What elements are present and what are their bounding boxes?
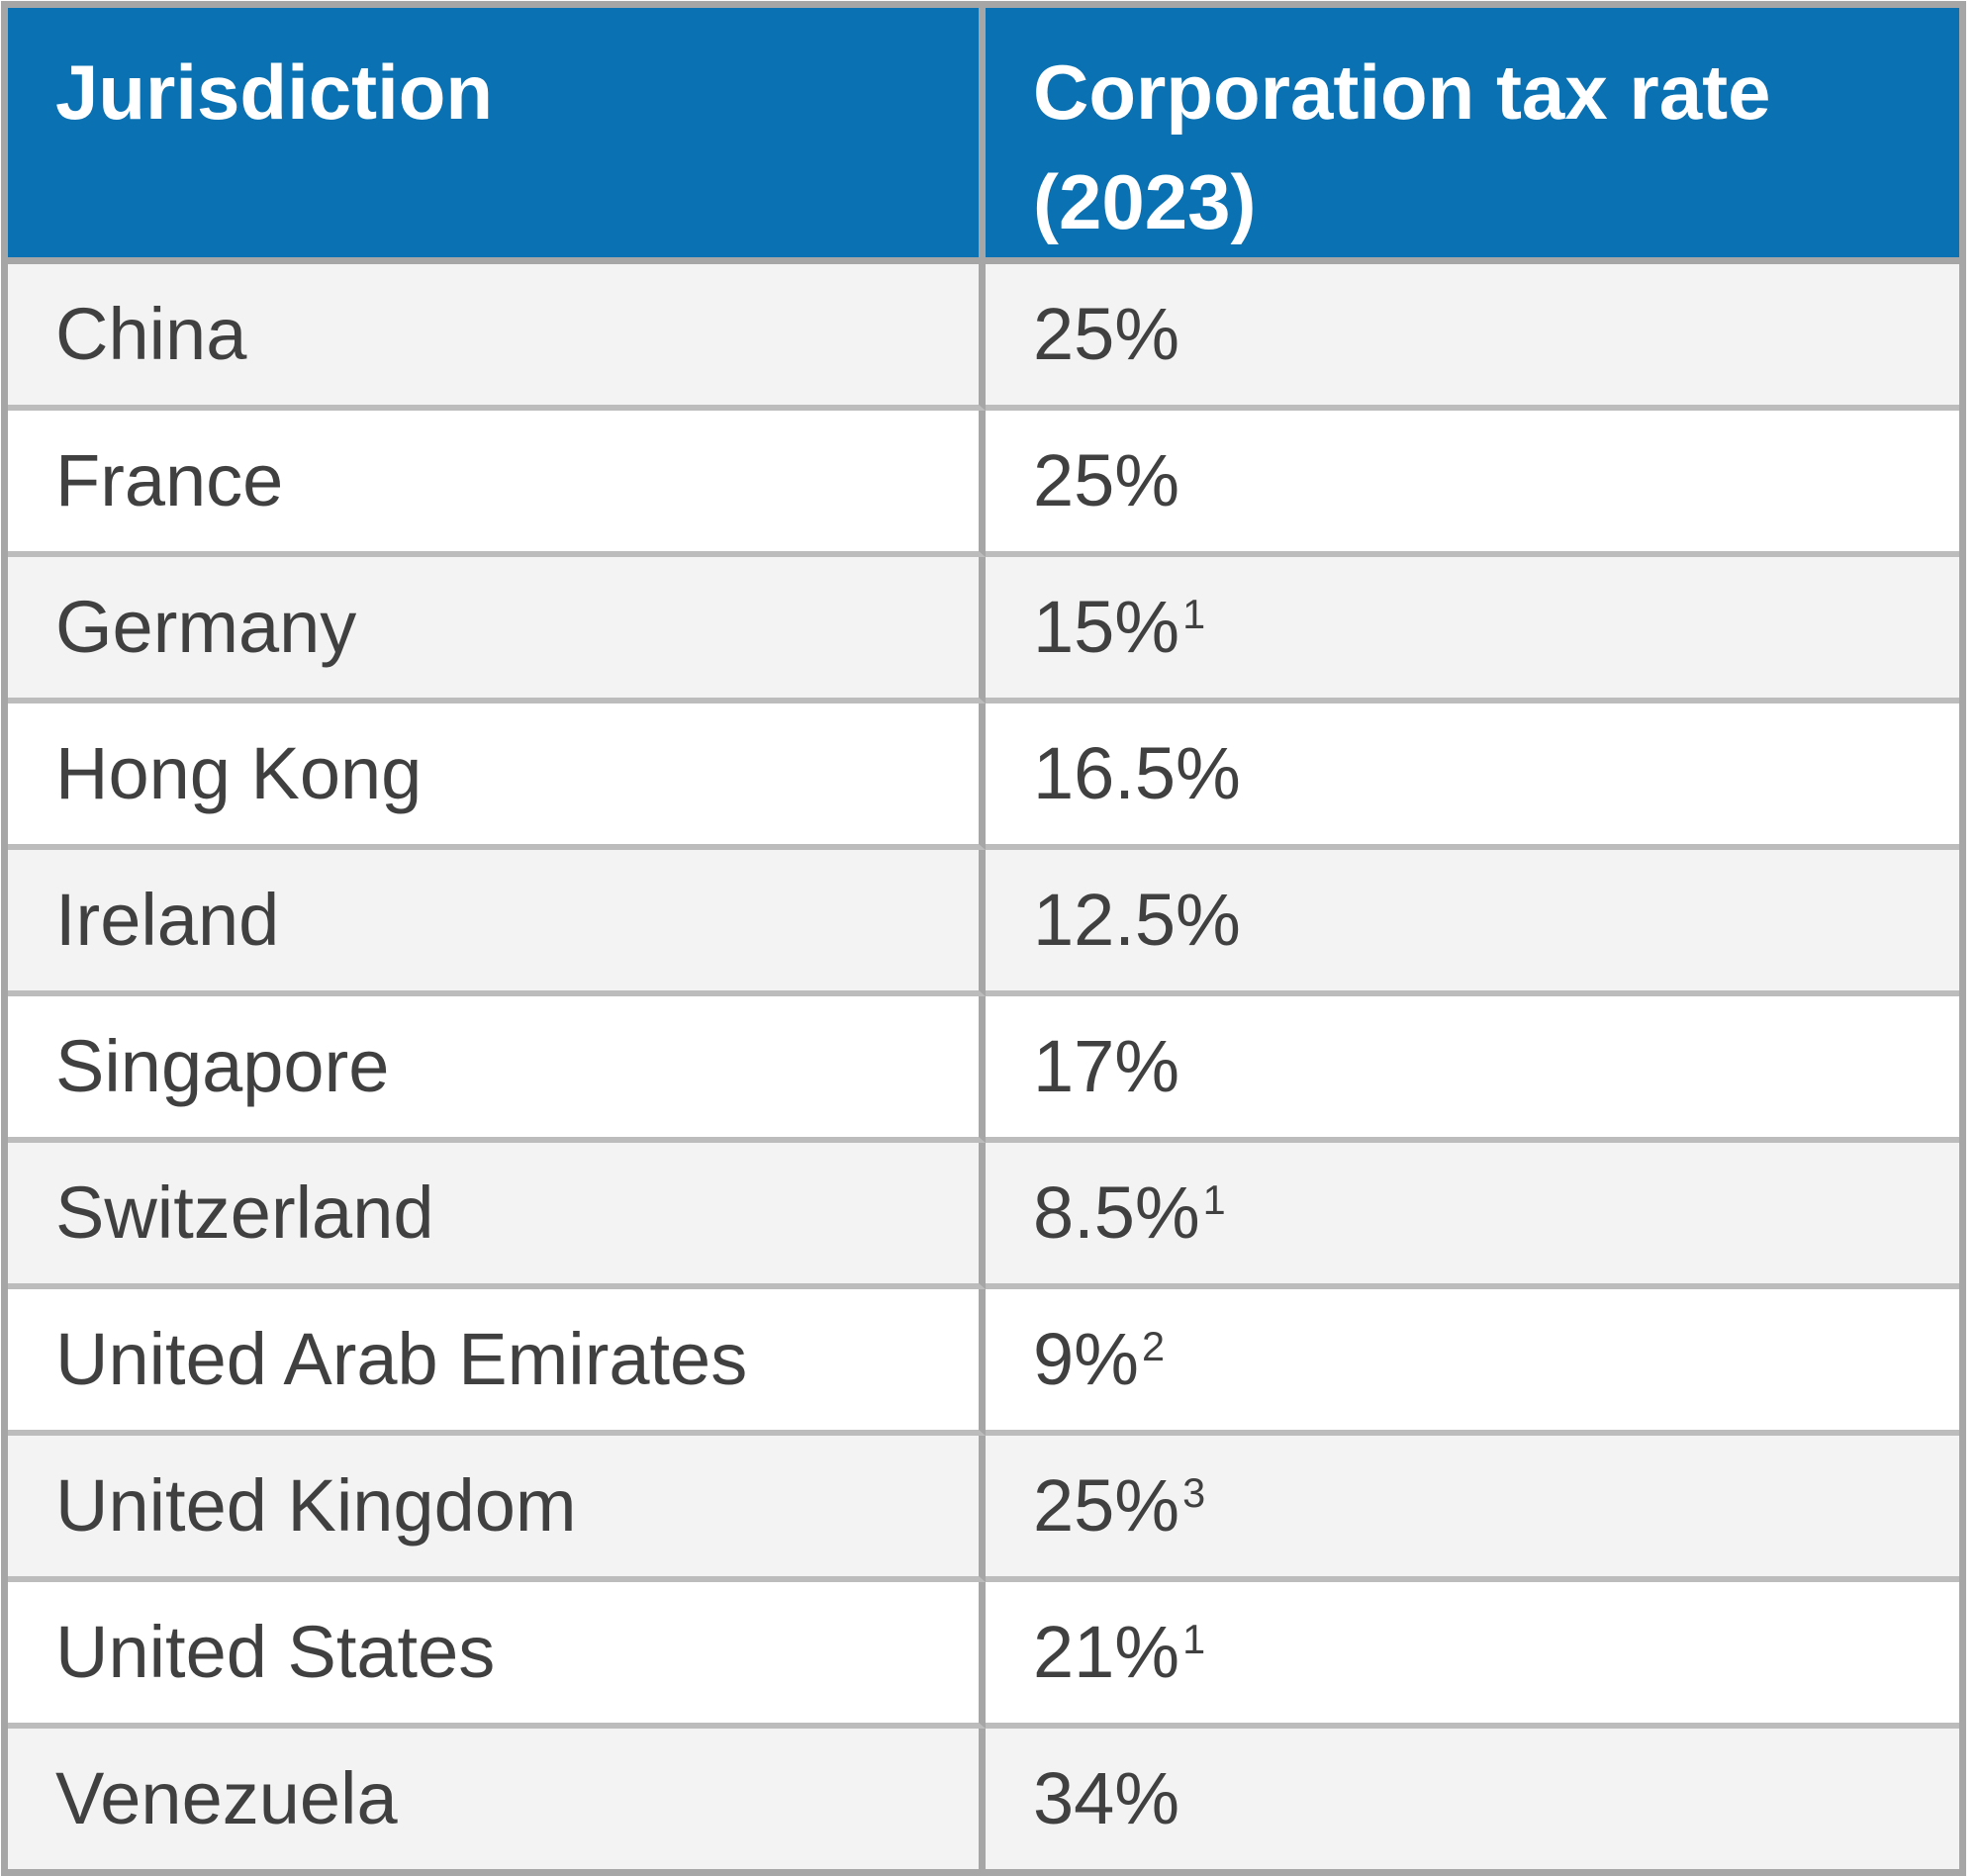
jurisdiction-cell: Germany — [8, 556, 986, 704]
footnote-marker: 1 — [1182, 590, 1206, 637]
rate-value: 25% — [1033, 1463, 1180, 1547]
header-row: Jurisdiction Corporation tax rate (2023) — [8, 8, 1959, 264]
jurisdiction-cell: United States — [8, 1581, 986, 1729]
jurisdiction-cell: China — [8, 263, 986, 411]
table-row: Singapore 17% — [8, 995, 1959, 1143]
table-row: United Arab Emirates 9%2 — [8, 1288, 1959, 1436]
column-header-jurisdiction: Jurisdiction — [8, 8, 986, 264]
rate-value: 17% — [1033, 1024, 1180, 1107]
jurisdiction-cell: Switzerland — [8, 1142, 986, 1289]
table-row: Venezuela 34% — [8, 1728, 1959, 1869]
jurisdiction-cell: Ireland — [8, 849, 986, 996]
jurisdiction-cell: Singapore — [8, 995, 986, 1143]
rate-value: 21% — [1033, 1610, 1180, 1693]
rate-cell: 25% — [986, 410, 1959, 557]
rate-value: 25% — [1033, 438, 1180, 521]
rate-cell: 16.5% — [986, 703, 1959, 850]
column-header-tax-rate: Corporation tax rate (2023) — [986, 8, 1959, 264]
footnote-marker: 1 — [1182, 1615, 1206, 1662]
rate-cell: 34% — [986, 1728, 1959, 1869]
rate-value: 15% — [1033, 585, 1180, 668]
footnote-marker: 2 — [1141, 1322, 1165, 1369]
rate-cell: 15%1 — [986, 556, 1959, 704]
footnote-marker: 1 — [1202, 1175, 1226, 1223]
table-row: China 25% — [8, 263, 1959, 411]
table-row: Hong Kong 16.5% — [8, 703, 1959, 850]
rate-cell: 25%3 — [986, 1435, 1959, 1582]
footnote-marker: 3 — [1182, 1468, 1206, 1516]
rate-cell: 9%2 — [986, 1288, 1959, 1436]
rate-value: 16.5% — [1033, 731, 1241, 814]
table-row: Ireland 12.5% — [8, 849, 1959, 996]
rate-value: 25% — [1033, 292, 1180, 375]
rate-cell: 21%1 — [986, 1581, 1959, 1729]
rate-cell: 17% — [986, 995, 1959, 1143]
rate-cell: 25% — [986, 263, 1959, 411]
rate-value: 12.5% — [1033, 878, 1241, 961]
rate-value: 9% — [1033, 1317, 1139, 1400]
jurisdiction-cell: United Kingdom — [8, 1435, 986, 1582]
jurisdiction-cell: United Arab Emirates — [8, 1288, 986, 1436]
rate-cell: 8.5%1 — [986, 1142, 1959, 1289]
rate-cell: 12.5% — [986, 849, 1959, 996]
jurisdiction-cell: France — [8, 410, 986, 557]
table-row: United States 21%1 — [8, 1581, 1959, 1729]
rate-value: 34% — [1033, 1756, 1180, 1839]
table-row: Germany 15%1 — [8, 556, 1959, 704]
jurisdiction-cell: Venezuela — [8, 1728, 986, 1869]
rate-value: 8.5% — [1033, 1171, 1200, 1254]
table-row: France 25% — [8, 410, 1959, 557]
table-row: Switzerland 8.5%1 — [8, 1142, 1959, 1289]
jurisdiction-cell: Hong Kong — [8, 703, 986, 850]
table-row: United Kingdom 25%3 — [8, 1435, 1959, 1582]
